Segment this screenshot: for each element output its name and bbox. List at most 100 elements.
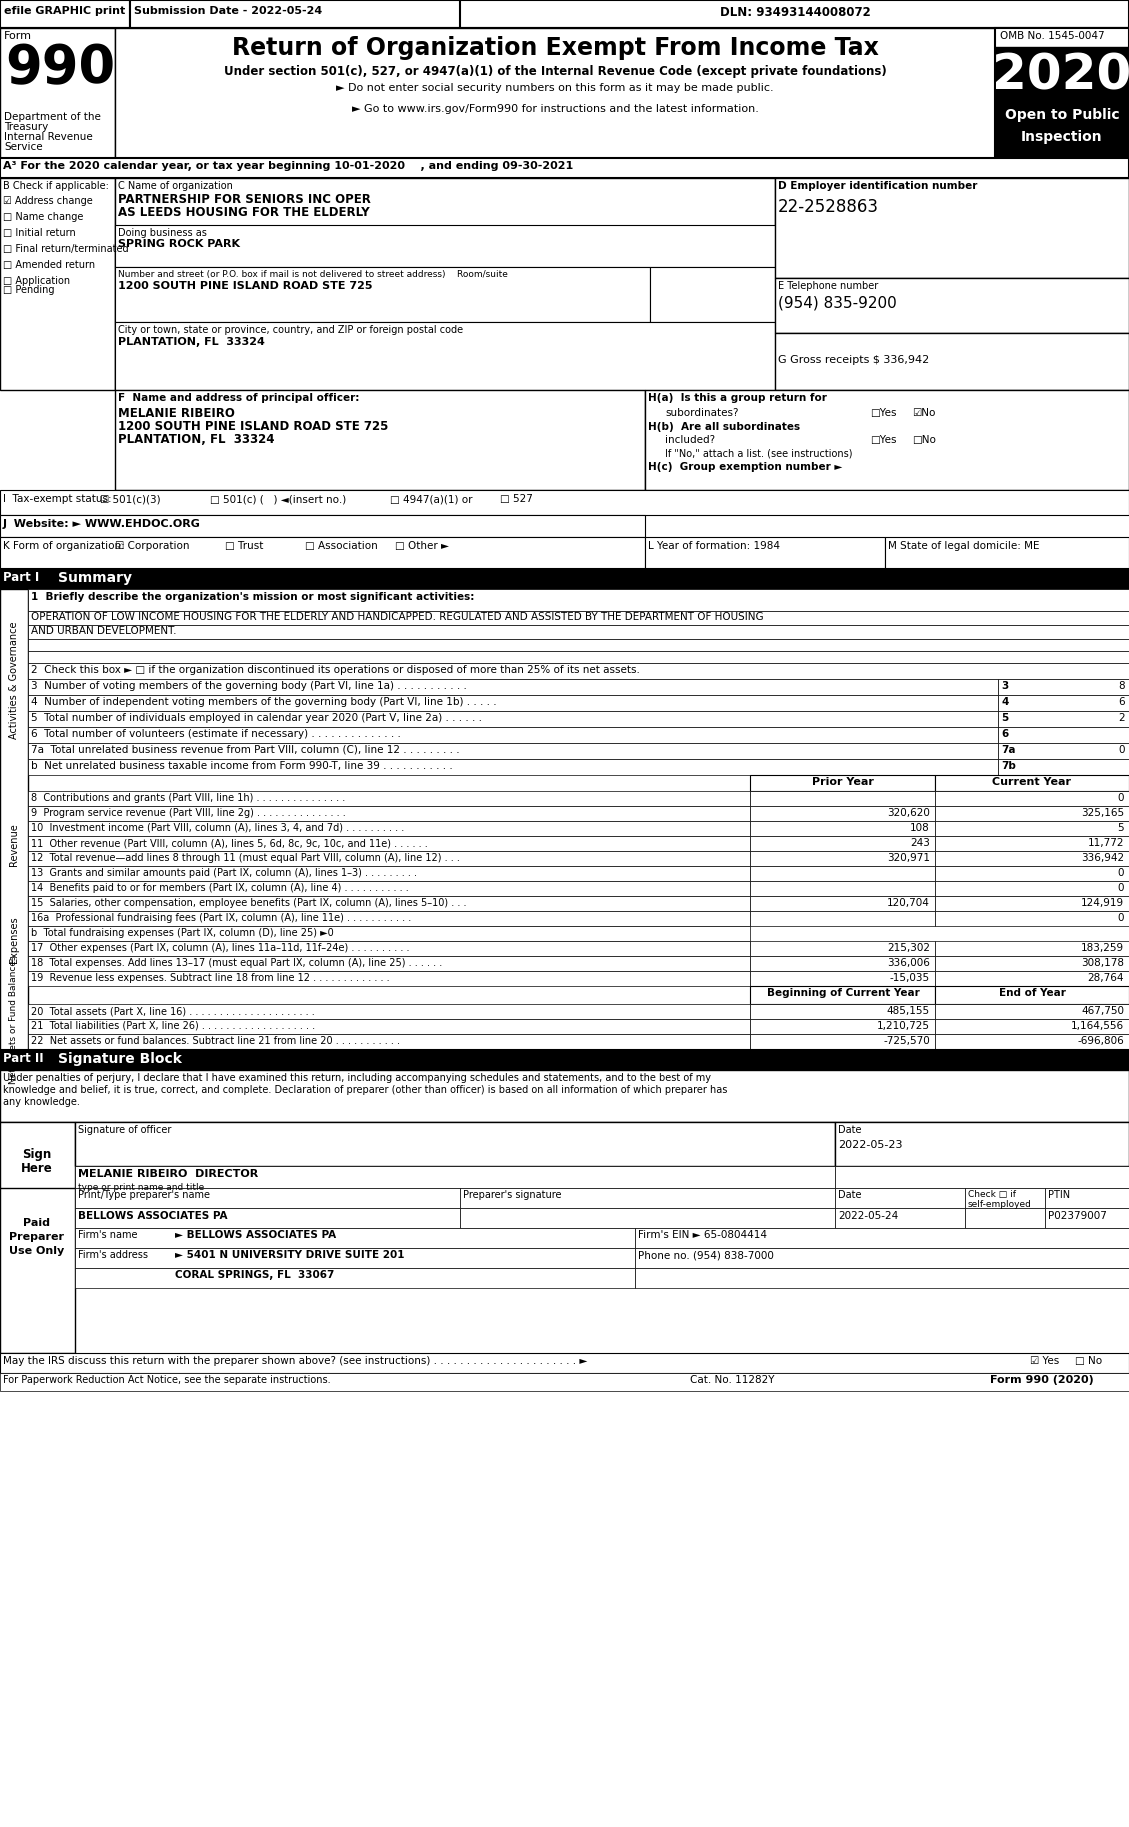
Text: Date: Date [838, 1125, 861, 1135]
Bar [995, 27, 1129, 157]
Bar [935, 791, 1129, 806]
Text: Inspection: Inspection [1022, 130, 1103, 144]
Bar [0, 0, 1129, 27]
Bar [998, 744, 1129, 758]
Bar [750, 837, 935, 851]
Text: Summary: Summary [58, 572, 132, 585]
Bar [634, 1268, 1129, 1288]
Bar [28, 711, 998, 727]
Bar [995, 99, 1129, 157]
Text: Signature of officer: Signature of officer [78, 1125, 172, 1135]
Bar [835, 1166, 1129, 1188]
Bar [0, 1354, 1129, 1374]
Text: 336,942: 336,942 [1080, 853, 1124, 862]
Text: Form 990 (2020): Form 990 (2020) [990, 1376, 1094, 1385]
Bar [750, 806, 935, 820]
Bar [75, 1228, 634, 1248]
Bar [28, 956, 750, 970]
Text: OPERATION OF LOW INCOME HOUSING FOR THE ELDERLY AND HANDICAPPED. REGULATED AND A: OPERATION OF LOW INCOME HOUSING FOR THE … [30, 612, 763, 621]
Bar [28, 837, 750, 851]
Bar [28, 610, 1129, 625]
Text: 4: 4 [1001, 696, 1008, 707]
Bar [28, 625, 1129, 639]
Text: H(c)  Group exemption number ►: H(c) Group exemption number ► [648, 462, 842, 471]
Text: Department of the: Department of the [5, 111, 100, 122]
Bar [885, 537, 1129, 568]
Text: □ 527: □ 527 [500, 493, 533, 504]
Text: MELANIE RIBEIRO  DIRECTOR: MELANIE RIBEIRO DIRECTOR [78, 1169, 259, 1178]
Text: ☑ 501(c)(3): ☑ 501(c)(3) [100, 493, 160, 504]
Bar [965, 1208, 1045, 1228]
Text: 0: 0 [1119, 745, 1124, 755]
Bar [115, 389, 645, 490]
Bar [28, 970, 750, 987]
Bar [28, 663, 1129, 680]
Bar [130, 0, 460, 27]
Text: b  Net unrelated business taxable income from Form 990-T, line 39 . . . . . . . : b Net unrelated business taxable income … [30, 762, 453, 771]
Text: □Yes: □Yes [870, 407, 896, 418]
Text: PLANTATION, FL  33324: PLANTATION, FL 33324 [119, 336, 265, 347]
Text: Expenses: Expenses [9, 917, 19, 963]
Text: 6  Total number of volunteers (estimate if necessary) . . . . . . . . . . . . . : 6 Total number of volunteers (estimate i… [30, 729, 401, 738]
Bar [835, 1122, 1129, 1166]
Text: OMB No. 1545-0047: OMB No. 1545-0047 [1000, 31, 1104, 40]
Text: 320,620: 320,620 [887, 808, 930, 818]
Bar [750, 970, 935, 987]
Bar [115, 177, 774, 389]
Text: 485,155: 485,155 [887, 1007, 930, 1016]
Text: type or print name and title: type or print name and title [78, 1184, 204, 1191]
Text: AS LEEDS HOUSING FOR THE ELDERLY: AS LEEDS HOUSING FOR THE ELDERLY [119, 206, 369, 219]
Text: 22-2528863: 22-2528863 [778, 197, 879, 216]
Bar [750, 956, 935, 970]
Bar [0, 157, 1129, 177]
Text: 28,764: 28,764 [1087, 974, 1124, 983]
Text: Here: Here [21, 1162, 53, 1175]
Bar [0, 588, 28, 1071]
Text: Cat. No. 11282Y: Cat. No. 11282Y [690, 1376, 774, 1385]
Bar [935, 881, 1129, 895]
Bar [935, 895, 1129, 912]
Text: H(a)  Is this a group return for: H(a) Is this a group return for [648, 393, 826, 404]
Bar [115, 322, 774, 389]
Bar [935, 866, 1129, 881]
Text: 14  Benefits paid to or for members (Part IX, column (A), line 4) . . . . . . . : 14 Benefits paid to or for members (Part… [30, 882, 409, 893]
Text: 11,772: 11,772 [1087, 839, 1124, 848]
Bar [634, 1248, 1129, 1268]
Text: 22  Net assets or fund balances. Subtract line 21 from line 20 . . . . . . . . .: 22 Net assets or fund balances. Subtract… [30, 1036, 400, 1047]
Text: ► Do not enter social security numbers on this form as it may be made public.: ► Do not enter social security numbers o… [336, 82, 773, 93]
Text: Service: Service [5, 143, 43, 152]
Text: 10  Investment income (Part VIII, column (A), lines 3, 4, and 7d) . . . . . . . : 10 Investment income (Part VIII, column … [30, 822, 404, 833]
Bar [774, 278, 1129, 333]
Text: 7b: 7b [1001, 762, 1016, 771]
Text: Use Only: Use Only [9, 1246, 64, 1255]
Text: b  Total fundraising expenses (Part IX, column (D), line 25) ►0: b Total fundraising expenses (Part IX, c… [30, 928, 334, 937]
Bar [28, 758, 998, 775]
Bar [750, 1034, 935, 1049]
Text: 325,165: 325,165 [1080, 808, 1124, 818]
Text: D Employer identification number: D Employer identification number [778, 181, 978, 192]
Text: ☑No: ☑No [912, 407, 935, 418]
Text: 120,704: 120,704 [887, 899, 930, 908]
Bar [28, 1005, 750, 1019]
Text: I  Tax-exempt status:: I Tax-exempt status: [3, 493, 112, 504]
Bar [0, 177, 115, 389]
Bar [0, 1051, 1129, 1071]
Bar [28, 895, 750, 912]
Bar [28, 866, 750, 881]
Text: included?: included? [665, 435, 715, 446]
Text: 183,259: 183,259 [1080, 943, 1124, 954]
Text: Firm's EIN ► 65-0804414: Firm's EIN ► 65-0804414 [638, 1230, 767, 1241]
Bar [115, 225, 774, 267]
Bar [935, 806, 1129, 820]
Bar [460, 1208, 835, 1228]
Bar [998, 680, 1129, 694]
Text: -15,035: -15,035 [890, 974, 930, 983]
Text: Preparer's signature: Preparer's signature [463, 1189, 561, 1200]
Bar [0, 1122, 75, 1211]
Text: B Check if applicable:: B Check if applicable: [3, 181, 108, 192]
Text: City or town, state or province, country, and ZIP or foreign postal code: City or town, state or province, country… [119, 325, 463, 334]
Text: subordinates?: subordinates? [665, 407, 738, 418]
Bar [115, 27, 995, 157]
Text: Signature Block: Signature Block [58, 1052, 182, 1065]
Bar [1045, 1188, 1129, 1208]
